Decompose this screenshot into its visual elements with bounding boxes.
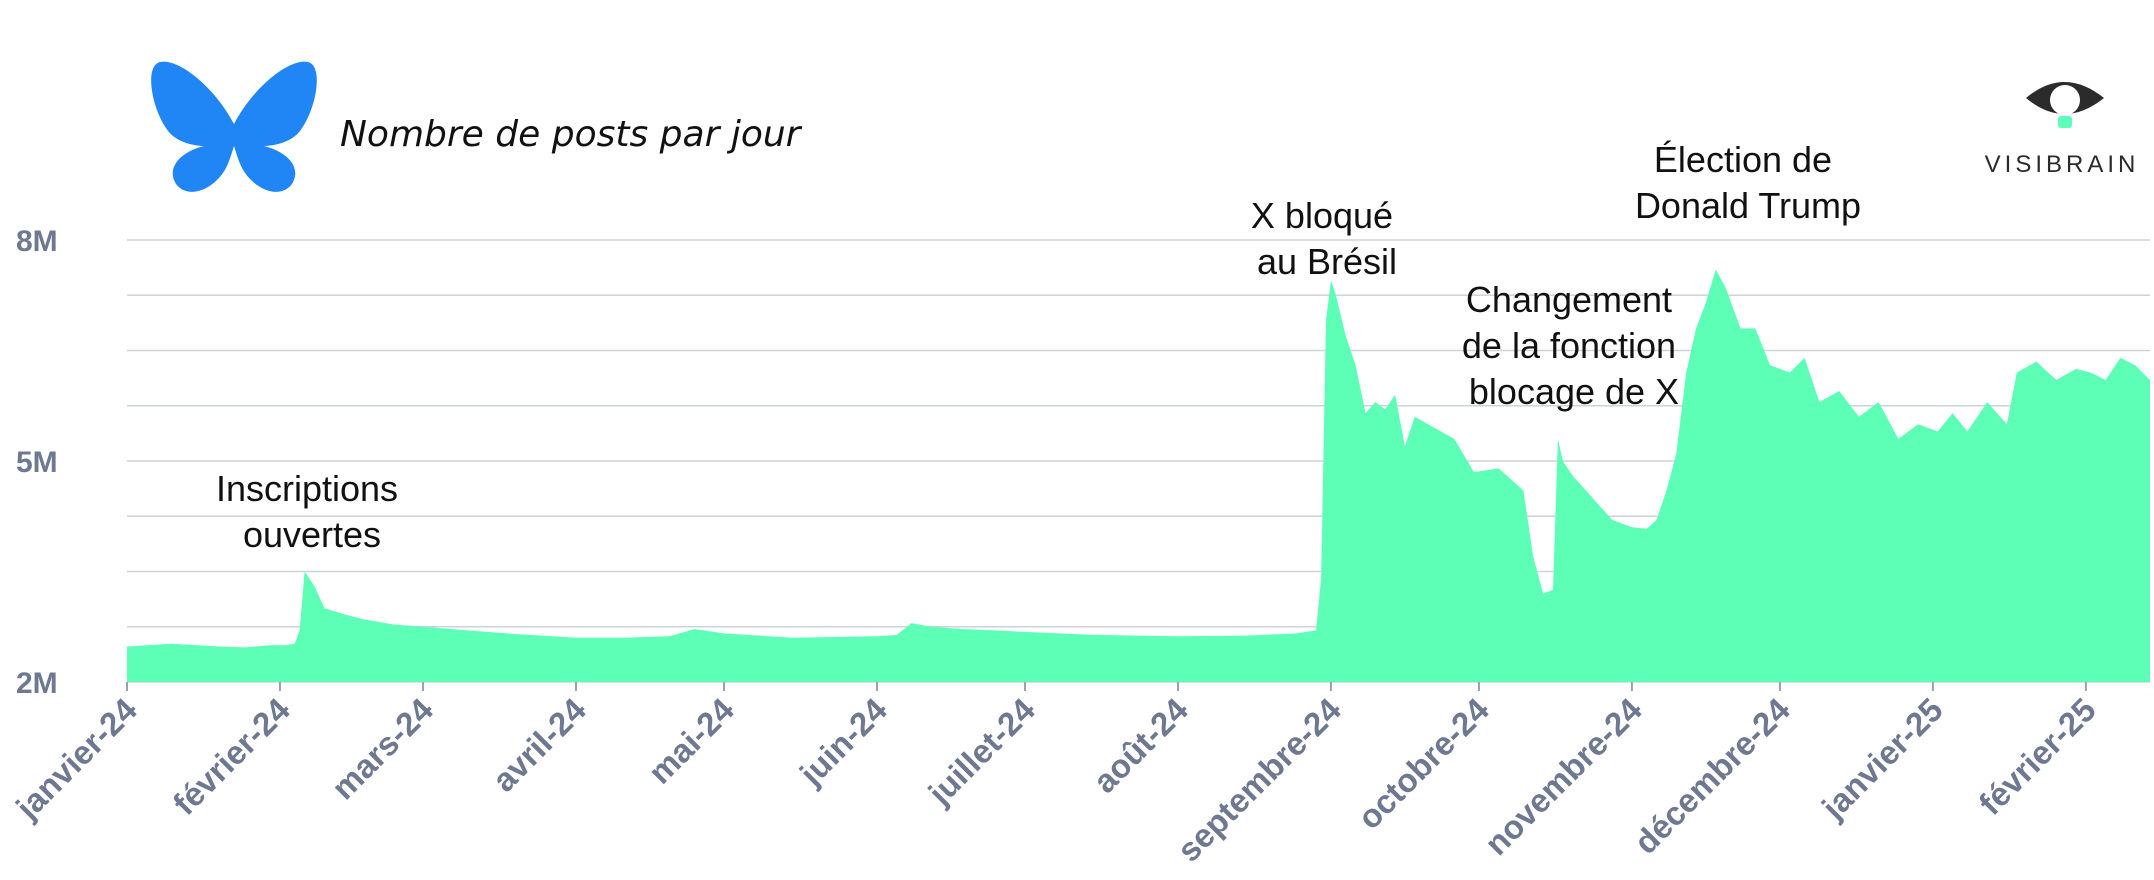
x-tick-label: août-24 (1086, 690, 1196, 800)
x-tick-label: octobre-24 (1350, 690, 1496, 836)
chart-title: Nombre de posts par jour (340, 114, 803, 155)
annotation-line: Changement (1466, 279, 1672, 320)
y-tick-label: 8M (16, 225, 58, 258)
annotation-line: Élection de (1654, 139, 1832, 180)
annotation-line: ouvertes (243, 514, 381, 555)
x-axis-ticks: janvier-24 février-24 mars-24 avril-24 mai-2… (8, 682, 2103, 869)
y-tick-label: 2M (16, 667, 58, 700)
annotation-line: au Brésil (1257, 241, 1397, 282)
annotation-x-blocked-brazil: X bloqué au Brésil (1251, 195, 1403, 282)
x-tick-label: septembre-24 (1170, 690, 1348, 868)
x-tick-label: janvier-25 (1814, 691, 1950, 827)
y-tick-label: 5M (16, 446, 58, 479)
annotation-line: de la fonction (1462, 325, 1676, 366)
annotation-line: Donald Trump (1635, 185, 1861, 226)
annotation-line: X bloqué (1251, 195, 1393, 236)
x-tick-label: janvier-24 (8, 690, 144, 826)
series-area (127, 269, 2150, 682)
annotation-signups-open: Inscriptions ouvertes (216, 468, 408, 555)
annotation-trump-election: Élection de Donald Trump (1635, 139, 1861, 226)
annotation-line: Inscriptions (216, 468, 398, 509)
y-axis-ticks: 2M 5M 8M (16, 225, 58, 700)
butterfly-icon (151, 61, 317, 192)
x-tick-label: mai-24 (641, 690, 742, 791)
x-tick-label: mars-24 (324, 690, 440, 806)
eye-icon (2026, 82, 2104, 128)
x-tick-label: février-24 (166, 690, 298, 822)
brand-name: VISIBRAIN (1985, 151, 2140, 178)
gridlines (127, 239, 2150, 683)
x-tick-label: novembre-24 (1477, 690, 1649, 862)
x-tick-label: juillet-24 (920, 690, 1042, 812)
x-tick-label: février-25 (1972, 691, 2103, 822)
annotation-line: blocage de X (1469, 371, 1679, 412)
annotation-block-function-change: Changement de la fonction blocage de X (1462, 279, 1686, 412)
brand-logo: VISIBRAIN (1985, 82, 2140, 178)
x-tick-label: décembre-24 (1627, 690, 1798, 861)
x-tick-label: juin-24 (792, 690, 895, 793)
x-tick-label: avril-24 (485, 690, 593, 798)
